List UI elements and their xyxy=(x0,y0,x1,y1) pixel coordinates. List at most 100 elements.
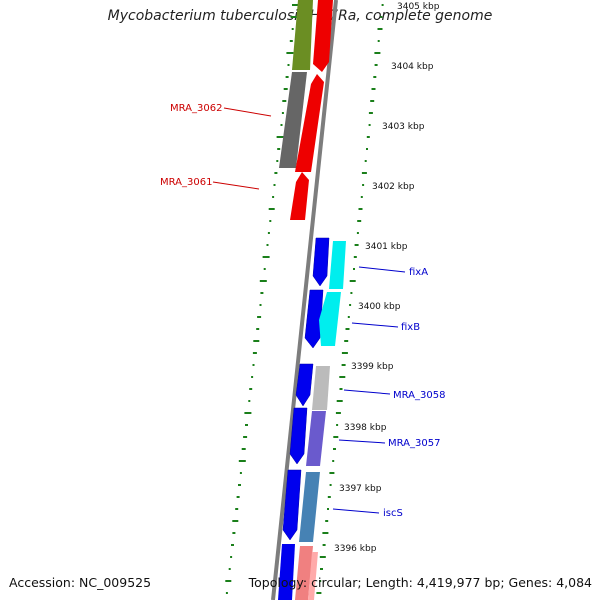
gc-tick xyxy=(252,352,257,354)
feature-next-inner-2[interactable] xyxy=(308,552,318,600)
gc-tick xyxy=(259,280,267,282)
gc-tick xyxy=(274,172,278,174)
gc-tick xyxy=(339,388,343,390)
gc-tick xyxy=(327,496,331,498)
gc-tick xyxy=(277,148,281,150)
feature-mra3061-red[interactable] xyxy=(290,172,309,220)
gene-label-mra3061[interactable]: MRA_3061 xyxy=(160,177,212,188)
gene-label-iscs[interactable]: iscS xyxy=(383,508,403,519)
gc-tick xyxy=(241,448,246,450)
gc-tick xyxy=(236,496,240,498)
gc-tick xyxy=(256,328,260,330)
gc-tick xyxy=(290,16,298,18)
gc-tick xyxy=(257,316,262,318)
feature-mra3057-inner[interactable] xyxy=(306,411,326,466)
feature-iscS-inner[interactable] xyxy=(299,472,320,542)
gc-tick xyxy=(249,388,253,390)
feature-next-inner[interactable] xyxy=(295,546,313,600)
feature-mra3062-dark[interactable] xyxy=(279,72,307,168)
gene-label-mra3057[interactable]: MRA_3057 xyxy=(388,438,440,449)
gc-tick xyxy=(322,544,326,546)
gc-tick xyxy=(238,484,241,486)
gc-tick xyxy=(289,40,293,42)
gc-tick xyxy=(225,580,232,582)
accession-label: Accession: NC_009525 xyxy=(9,575,152,590)
gc-tick xyxy=(364,160,367,162)
scale-tick-3398: 3398 kbp xyxy=(344,423,387,433)
gc-tick xyxy=(353,268,355,270)
gene-label-mra3062[interactable]: MRA_3062 xyxy=(170,103,222,114)
genome-summary-label: Topology: circular; Length: 4,419,977 bp… xyxy=(248,575,592,590)
gc-tick xyxy=(354,244,359,246)
feature-mra3057-outer[interactable] xyxy=(289,407,308,465)
scale-tick-3401: 3401 kbp xyxy=(365,242,408,252)
gc-tick xyxy=(232,520,239,522)
gc-tick xyxy=(244,412,252,414)
gc-tick xyxy=(333,436,339,438)
gc-tick xyxy=(353,256,357,258)
scale-tick-3403: 3403 kbp xyxy=(382,122,425,132)
gc-tick xyxy=(253,340,260,342)
gc-tick xyxy=(377,28,383,30)
feature-fixA-outer[interactable] xyxy=(312,237,330,287)
gc-tick xyxy=(267,232,270,234)
gc-tick xyxy=(336,400,343,402)
gc-tick xyxy=(291,28,294,30)
scale-tick-3402: 3402 kbp xyxy=(372,182,415,192)
gc-tick xyxy=(248,400,251,402)
gene-label-leaders xyxy=(212,107,406,514)
feature-fixB-outer[interactable] xyxy=(304,289,324,349)
gc-tick xyxy=(380,16,383,18)
feature-fixA-inner[interactable] xyxy=(329,241,346,289)
feature-mra3058-outer[interactable] xyxy=(295,363,314,407)
gene-label-fixa[interactable]: fixA xyxy=(409,267,428,278)
scale-tick-3405: 3405 kbp xyxy=(397,2,440,12)
feature-fixB-inner[interactable] xyxy=(319,292,341,346)
feature-iscS-outer[interactable] xyxy=(282,469,302,541)
feature-top-olive[interactable] xyxy=(292,0,313,70)
gc-tick xyxy=(286,52,294,54)
gc-tick xyxy=(329,472,335,474)
feature-mra3062-red[interactable] xyxy=(295,74,324,172)
gc-tick xyxy=(358,208,363,210)
gc-tick xyxy=(335,412,341,414)
scale-ticks: 3405 kbp 3404 kbp 3403 kbp 3402 kbp 3401… xyxy=(334,2,440,554)
gc-tick xyxy=(252,364,255,366)
gc-tick xyxy=(349,304,352,306)
gc-tick xyxy=(350,292,353,294)
feature-mra3058-inner[interactable] xyxy=(312,366,330,410)
genome-backbone xyxy=(271,0,338,600)
gc-tick xyxy=(371,88,376,90)
gc-tick xyxy=(316,592,322,594)
gc-tick xyxy=(333,448,336,450)
gc-tick xyxy=(341,364,346,366)
gc-tick xyxy=(231,544,234,546)
gc-tick xyxy=(238,460,246,462)
feature-next-outer[interactable] xyxy=(278,544,295,600)
gc-tick xyxy=(366,136,370,138)
gene-label-mra3058[interactable]: MRA_3058 xyxy=(393,390,445,401)
gc-tick xyxy=(366,148,368,150)
gc-tick xyxy=(339,376,346,378)
feature-top-red-1[interactable] xyxy=(313,0,333,72)
gc-tick xyxy=(272,196,275,198)
gc-tick xyxy=(276,136,284,138)
gc-tick xyxy=(245,424,248,426)
gc-tick xyxy=(225,592,228,594)
gc-track-right xyxy=(316,4,384,594)
gc-tick xyxy=(320,568,323,570)
gene-label-fixb[interactable]: fixB xyxy=(401,322,420,333)
gc-tick xyxy=(228,568,231,570)
gc-tick xyxy=(362,184,365,186)
gc-tick xyxy=(327,508,329,510)
gc-tick xyxy=(251,376,254,378)
gc-tick xyxy=(287,64,290,66)
gc-tick xyxy=(329,484,332,486)
scale-tick-3404: 3404 kbp xyxy=(391,62,434,72)
gc-tick xyxy=(269,220,272,222)
gc-tick xyxy=(319,580,322,582)
gc-tick xyxy=(322,532,329,534)
gc-tick xyxy=(356,232,359,234)
